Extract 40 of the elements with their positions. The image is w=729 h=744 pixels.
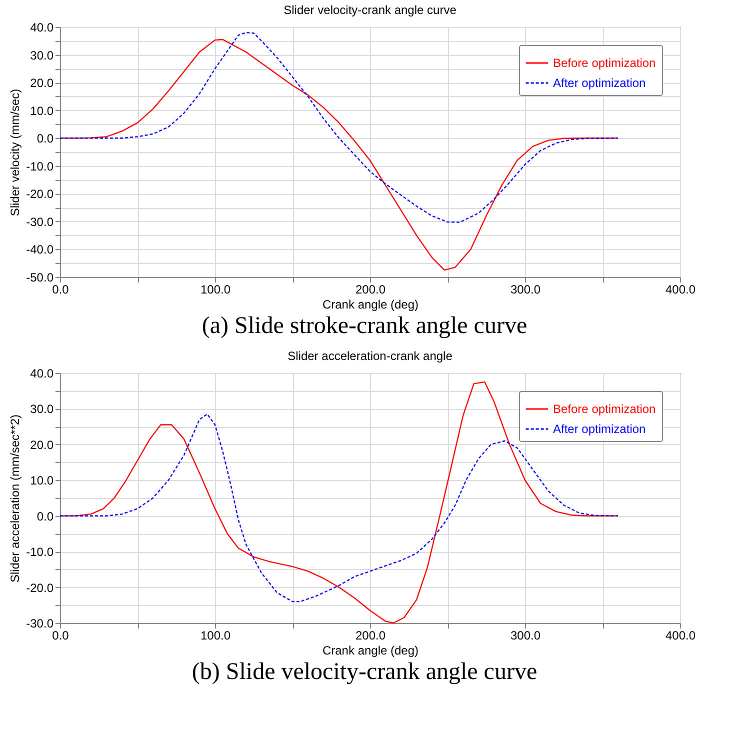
y-tick-label: -30.0 — [26, 214, 54, 229]
y-tick-label: -10.0 — [26, 159, 54, 174]
legend-label: Before optimization — [553, 56, 656, 70]
legend-label: After optimization — [553, 422, 646, 436]
y-tick-label: -50.0 — [26, 270, 54, 284]
y-tick-label: -20.0 — [26, 580, 54, 595]
y-tick-label: -10.0 — [26, 545, 54, 560]
text: (a) Slide stroke-crank angle curve — [200, 312, 528, 340]
y-tick-label: 20.0 — [30, 76, 54, 90]
x-tick-label: 0.0 — [52, 628, 70, 642]
x-tick-label: 200.0 — [355, 282, 386, 296]
legend-label: After optimization — [553, 76, 646, 90]
y-tick-label: 30.0 — [30, 48, 54, 62]
x-tick-label: 400.0 — [665, 282, 696, 296]
y-tick-label: -40.0 — [26, 242, 54, 257]
legend-label: Before optimization — [553, 402, 656, 416]
y-tick-label: 0.0 — [36, 509, 54, 524]
y-tick-label: 30.0 — [30, 402, 54, 416]
x-tick-label: 300.0 — [510, 628, 541, 642]
y-tick-label: 0.0 — [36, 132, 54, 146]
y-axis-title: Slider acceleration (mm/sec**2) — [8, 414, 22, 583]
text: (b) Slide velocity-crank angle curve — [190, 658, 538, 686]
y-tick-label: 20.0 — [30, 438, 54, 452]
y-axis-title: Slider velocity (mm/sec) — [8, 88, 22, 216]
x-tick-label: 0.0 — [52, 282, 70, 296]
x-tick-label: 200.0 — [355, 628, 386, 642]
y-tick-label: 40.0 — [30, 366, 54, 380]
chart-title: Slider acceleration-crank angle — [288, 349, 453, 363]
y-tick-label: -20.0 — [26, 187, 54, 202]
x-tick-label: 100.0 — [200, 282, 231, 296]
x-tick-label: 300.0 — [510, 282, 541, 296]
x-axis-title: Crank angle (deg) — [322, 644, 419, 658]
y-tick-label: 10.0 — [30, 104, 54, 118]
x-tick-label: 400.0 — [665, 628, 696, 642]
y-tick-label: 40.0 — [30, 20, 54, 34]
y-tick-label: 10.0 — [30, 474, 54, 488]
y-tick-label: -30.0 — [26, 616, 54, 630]
x-tick-label: 100.0 — [200, 628, 231, 642]
x-axis-title: Crank angle (deg) — [322, 298, 419, 312]
chart-title: Slider velocity-crank angle curve — [284, 3, 457, 17]
